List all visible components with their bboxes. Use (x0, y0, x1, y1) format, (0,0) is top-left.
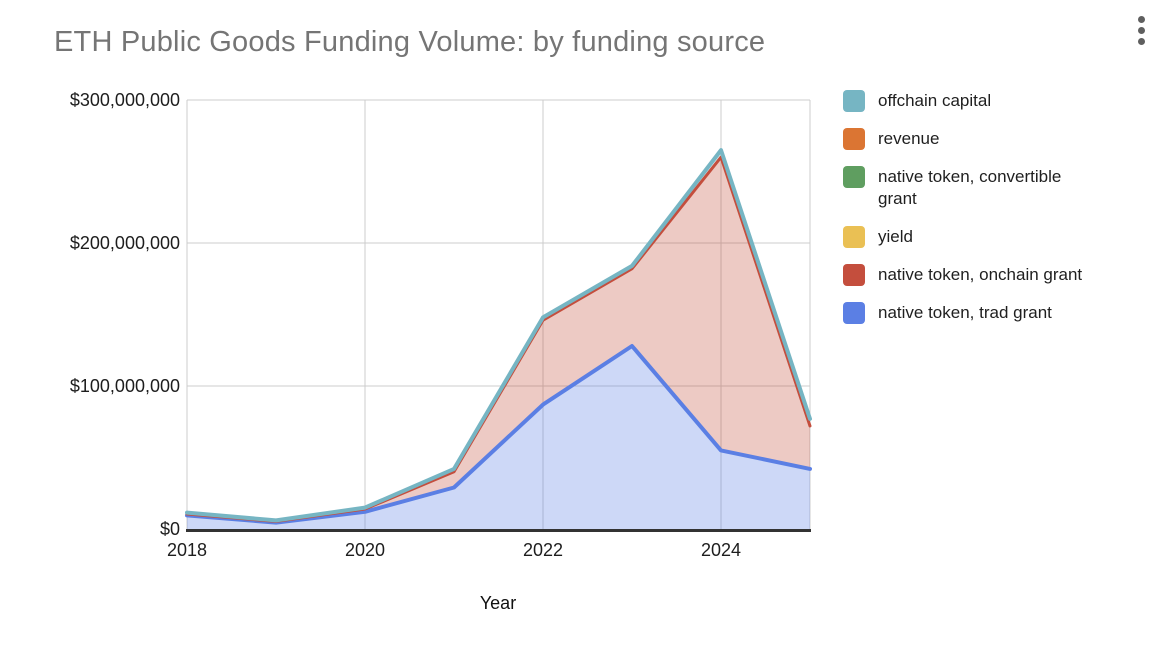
x-axis-tick-label: 2018 (166, 540, 208, 560)
legend-label: native token, convertible grant (878, 167, 1062, 208)
kebab-dot (1137, 15, 1145, 23)
y-axis-tick-label: $200,000,000 (69, 233, 180, 253)
legend-label: revenue (878, 129, 940, 148)
legend-swatch (843, 302, 865, 324)
legend-item: revenue (843, 128, 1163, 150)
x-axis-tick-label: 2024 (700, 540, 742, 560)
legend-item: native token, convertible grant (843, 166, 1163, 210)
kebab-menu-icon[interactable] (1130, 9, 1152, 51)
legend-swatch (843, 264, 865, 286)
legend-item: yield (843, 226, 1163, 248)
y-axis-tick-label: $0 (159, 519, 180, 539)
y-axis-tick-label: $300,000,000 (69, 90, 180, 110)
legend-label: native token, trad grant (878, 303, 1052, 322)
x-axis-tick-label: 2022 (522, 540, 564, 560)
legend-swatch (843, 166, 865, 188)
chart-title: ETH Public Goods Funding Volume: by fund… (54, 26, 766, 58)
legend-item: native token, trad grant (843, 302, 1163, 324)
kebab-dot (1137, 37, 1145, 45)
legend-label: native token, onchain grant (878, 265, 1083, 284)
y-axis-tick-label: $100,000,000 (69, 376, 180, 396)
x-axis-title: Year (479, 593, 517, 613)
kebab-dot (1137, 26, 1145, 34)
legend-item: native token, onchain grant (843, 264, 1163, 286)
chart-legend: offchain capital revenue native token, con… (843, 90, 1163, 324)
legend-swatch (843, 128, 865, 150)
legend-swatch (843, 90, 865, 112)
x-axis-tick-label: 2020 (344, 540, 386, 560)
legend-label: offchain capital (878, 91, 992, 110)
legend-label: yield (878, 227, 913, 246)
legend-item: offchain capital (843, 90, 1163, 112)
legend-swatch (843, 226, 865, 248)
